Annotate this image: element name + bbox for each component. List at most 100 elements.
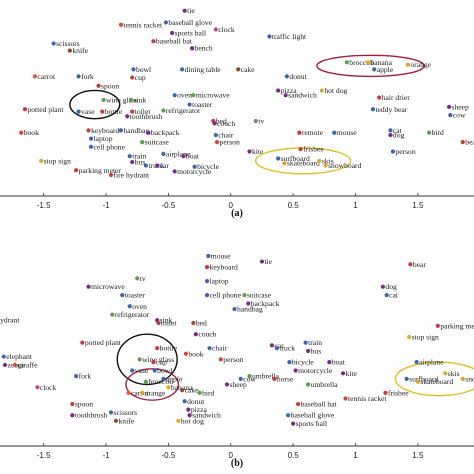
point-elephant bbox=[1, 354, 6, 359]
point-label: snowboard bbox=[328, 161, 362, 170]
x-tick-label: 1.5 bbox=[412, 201, 424, 210]
point-label: pizza bbox=[281, 86, 298, 95]
point-sports-ball bbox=[170, 30, 175, 36]
x-tick-label: 0.5 bbox=[288, 201, 300, 210]
point-clock bbox=[35, 385, 40, 390]
point-cat bbox=[384, 292, 389, 298]
panel-label-a: (a) bbox=[231, 208, 243, 219]
point-label: sink bbox=[133, 95, 146, 104]
point-label: toaster bbox=[125, 291, 146, 300]
point-label: kite bbox=[346, 369, 358, 378]
point-donut bbox=[182, 399, 187, 404]
point-mouse bbox=[206, 253, 211, 259]
point-dining-table bbox=[180, 67, 185, 72]
point-backpack bbox=[146, 130, 151, 135]
point-label: donut bbox=[187, 397, 205, 406]
point-cat bbox=[388, 128, 393, 133]
point-label: chair bbox=[212, 344, 228, 353]
point-stop-sign bbox=[407, 334, 412, 340]
point-bird bbox=[197, 390, 202, 395]
point-bottle bbox=[100, 109, 105, 114]
point-broccoli bbox=[344, 60, 349, 65]
point-suitcase bbox=[140, 140, 145, 145]
point-label: cake bbox=[185, 386, 200, 395]
point-skis bbox=[317, 158, 322, 163]
point-baseball-bat bbox=[151, 39, 156, 44]
point-label: spoon bbox=[75, 400, 93, 409]
point-label: skateboard bbox=[420, 377, 453, 386]
point-car bbox=[155, 163, 160, 168]
point-baseball-bat bbox=[296, 401, 301, 407]
point-toilet bbox=[156, 320, 161, 326]
point-boat bbox=[327, 360, 332, 365]
point-label: boat bbox=[332, 358, 346, 367]
point-sandwich bbox=[283, 93, 288, 98]
point-sink bbox=[128, 97, 134, 102]
point-label: train bbox=[132, 152, 146, 161]
point-kite bbox=[340, 371, 346, 376]
point-parking-meter bbox=[73, 168, 79, 173]
point-label: vase bbox=[81, 107, 95, 116]
point-label: broccoli bbox=[349, 58, 374, 67]
point-label: baseball bat bbox=[301, 400, 338, 409]
point-carrot bbox=[126, 390, 131, 395]
point-book bbox=[19, 130, 24, 135]
point-bed bbox=[191, 320, 196, 326]
point-label: fork bbox=[81, 72, 94, 81]
point-cow bbox=[448, 113, 453, 118]
point-label: toothbrush bbox=[130, 112, 163, 121]
point-label: broccoli bbox=[148, 377, 173, 386]
point-toilet bbox=[130, 109, 135, 114]
point-pizza bbox=[186, 407, 191, 412]
point-label: tie bbox=[264, 257, 272, 266]
point-banana bbox=[365, 60, 371, 65]
point-banana bbox=[166, 385, 171, 390]
point-umbrella bbox=[247, 374, 252, 379]
point-label: sports ball bbox=[296, 419, 327, 428]
x-tick-label: -0.5 bbox=[161, 451, 175, 460]
point-label: mouse bbox=[337, 128, 357, 137]
point-fork bbox=[73, 374, 79, 379]
point-bowl bbox=[152, 368, 157, 373]
point-couch bbox=[193, 332, 198, 337]
point-label: baseball bat bbox=[156, 37, 193, 46]
point-label: hot dog bbox=[181, 416, 204, 425]
point-hot-dog bbox=[176, 418, 181, 423]
x-tick-label: 1.5 bbox=[412, 451, 424, 460]
point-scissors bbox=[108, 410, 114, 415]
point-apple bbox=[372, 67, 377, 72]
point-label: bench bbox=[195, 44, 213, 53]
point-backpack bbox=[246, 301, 251, 306]
point-baseball-glove bbox=[286, 413, 291, 418]
point-tennis-racket bbox=[118, 22, 124, 27]
point-label: airplane bbox=[166, 149, 191, 158]
point-label: surfboard bbox=[409, 374, 438, 383]
point-label: bowl bbox=[157, 366, 172, 375]
point-label: bottle bbox=[160, 344, 178, 353]
point-label: motorcycle bbox=[298, 366, 333, 375]
point-label: microwave bbox=[91, 282, 125, 291]
point-dog bbox=[388, 132, 393, 138]
point-label: apple bbox=[377, 65, 394, 74]
point-label: stop sign bbox=[44, 156, 71, 165]
x-tick-label: -0.5 bbox=[161, 201, 175, 210]
point-label: potted plant bbox=[85, 338, 122, 347]
point-person bbox=[390, 149, 396, 154]
point-microwave bbox=[191, 93, 196, 98]
point-book bbox=[183, 351, 188, 356]
point-oven bbox=[172, 93, 177, 98]
highlight-ellipse-0 bbox=[116, 333, 178, 386]
point-label: bear bbox=[413, 260, 427, 269]
point-label: person bbox=[220, 138, 240, 147]
point-label: umbrella bbox=[311, 380, 339, 389]
x-tick-label: 0.5 bbox=[288, 451, 300, 460]
point-car bbox=[269, 343, 275, 348]
point-tie bbox=[259, 259, 265, 264]
point-label: cup bbox=[135, 73, 146, 82]
point-label: tennis racket bbox=[123, 20, 162, 29]
point-label: bird bbox=[432, 128, 444, 137]
point-label: bird bbox=[202, 388, 214, 397]
point-chair bbox=[207, 346, 212, 351]
